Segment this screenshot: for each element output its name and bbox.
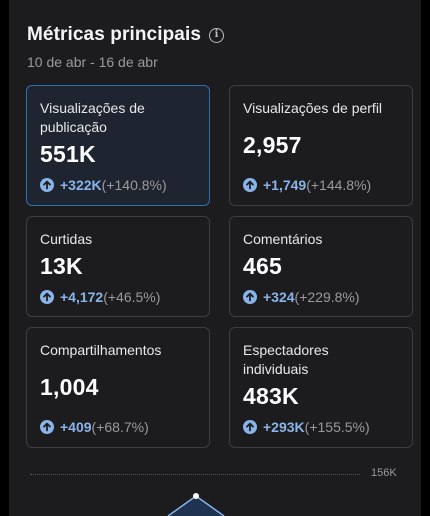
metric-change: +4,172 (+46.5%) [40,289,160,305]
change-absolute: +293K [263,419,305,435]
metric-value: 2,957 [243,132,302,158]
arrow-up-circle-icon [243,178,257,192]
metric-change: +293K (+155.5%) [243,419,370,435]
change-percent: (+46.5%) [103,289,161,305]
metric-change: +322K (+140.8%) [40,177,167,193]
metric-value: 483K [243,383,299,409]
change-absolute: +1,749 [263,177,307,193]
page-title: Métricas principais [27,24,202,45]
arrow-up-circle-icon [40,420,54,434]
metric-value: 13K [40,253,83,279]
trend-chart: 156K [30,462,410,516]
change-absolute: +4,172 [60,289,104,305]
metric-change: +409 (+68.7%) [40,419,149,435]
title-row: Métricas principais i [27,24,225,46]
info-icon[interactable]: i [209,27,225,43]
metric-value: 1,004 [40,374,99,400]
metric-card-post-views[interactable]: Visualizações de publicação 551K +322K (… [26,85,210,206]
metric-label: Compartilhamentos [40,342,162,358]
change-percent: (+140.8%) [101,177,167,193]
chart-point[interactable] [193,493,199,499]
metric-card-comments[interactable]: Comentários 465 +324 (+229.8%) [229,216,413,317]
chart-plot [167,493,225,516]
arrow-up-circle-icon [40,290,54,304]
metric-card-shares[interactable]: Compartilhamentos 1,004 +409 (+68.7%) [26,327,210,448]
chart-gridline [30,474,360,475]
metric-label: Visualizações de perfil [243,100,383,116]
metric-label: Espectadores individuais [243,342,329,377]
change-percent: (+144.8%) [306,177,372,193]
metric-label: Comentários [243,231,323,247]
metric-value: 551K [40,141,96,167]
change-absolute: +409 [60,419,92,435]
change-absolute: +322K [60,177,102,193]
key-metrics-panel: Métricas principais i 10 de abr - 16 de … [9,0,421,516]
arrow-up-circle-icon [243,420,257,434]
metric-card-likes[interactable]: Curtidas 13K +4,172 (+46.5%) [26,216,210,317]
chart-y-max-label: 156K [371,467,397,479]
date-range: 10 de abr - 16 de abr [27,54,158,70]
metric-label: Visualizações de publicação [40,100,145,135]
metric-label: Curtidas [40,231,93,247]
change-absolute: +324 [263,289,295,305]
metric-change: +1,749 (+144.8%) [243,177,371,193]
arrow-up-circle-icon [40,178,54,192]
metric-value: 465 [243,253,282,279]
change-percent: (+155.5%) [304,419,370,435]
change-percent: (+68.7%) [91,419,149,435]
change-percent: (+229.8%) [294,289,360,305]
metric-change: +324 (+229.8%) [243,289,360,305]
arrow-up-circle-icon [243,290,257,304]
metric-card-unique-viewers[interactable]: Espectadores individuais 483K +293K (+15… [229,327,413,448]
chart-area-fill [168,496,224,516]
metric-card-profile-views[interactable]: Visualizações de perfil 2,957 +1,749 (+1… [229,85,413,206]
header: Métricas principais i 10 de abr - 16 de … [27,24,225,70]
